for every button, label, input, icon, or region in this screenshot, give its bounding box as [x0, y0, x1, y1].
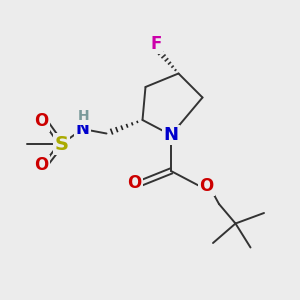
- Text: O: O: [34, 112, 48, 130]
- Text: O: O: [199, 177, 213, 195]
- Text: O: O: [127, 174, 142, 192]
- Text: F: F: [150, 35, 162, 53]
- Text: O: O: [34, 156, 48, 174]
- Text: S: S: [55, 134, 68, 154]
- Text: N: N: [164, 126, 178, 144]
- Text: N: N: [76, 120, 89, 138]
- Text: H: H: [78, 110, 90, 123]
